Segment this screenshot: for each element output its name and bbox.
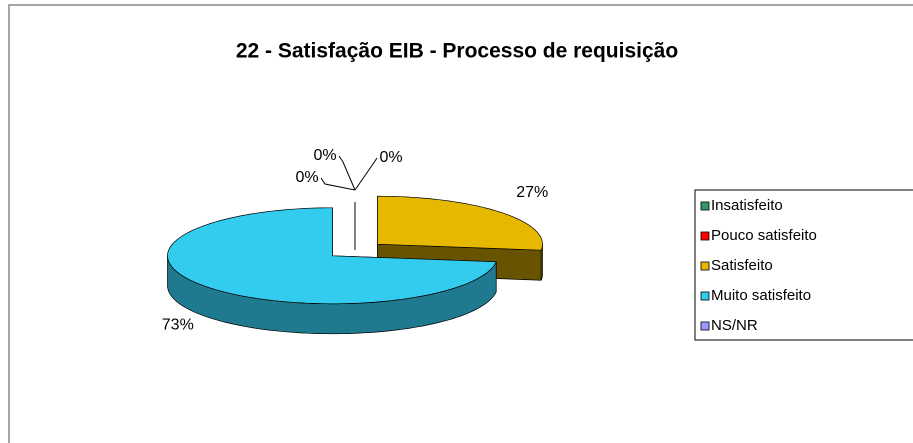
- leader-line: [354, 157, 378, 191]
- data-label: 73%: [162, 317, 194, 334]
- chart-title: 22 - Satisfação EIB - Processo de requis…: [236, 40, 678, 63]
- legend-swatch: [700, 291, 710, 301]
- legend-swatch: [700, 231, 710, 241]
- legend-label: NS/NR: [711, 317, 758, 334]
- data-label: 0%: [295, 169, 318, 186]
- leader-line: [338, 155, 356, 191]
- data-label: 27%: [516, 184, 548, 201]
- data-label: 0%: [313, 147, 336, 164]
- legend-swatch: [700, 201, 710, 211]
- legend-swatch: [700, 321, 710, 331]
- legend-label: Muito satisfeito: [711, 287, 811, 304]
- legend-swatch: [700, 261, 710, 271]
- legend-label: Pouco satisfeito: [711, 227, 817, 244]
- data-label: 0%: [379, 149, 402, 166]
- leader-line: [320, 177, 356, 191]
- slice: [167, 207, 497, 305]
- legend-label: Satisfeito: [711, 257, 773, 274]
- legend-box: [694, 189, 913, 341]
- slice: [377, 195, 543, 251]
- legend-label: Insatisfeito: [711, 197, 783, 214]
